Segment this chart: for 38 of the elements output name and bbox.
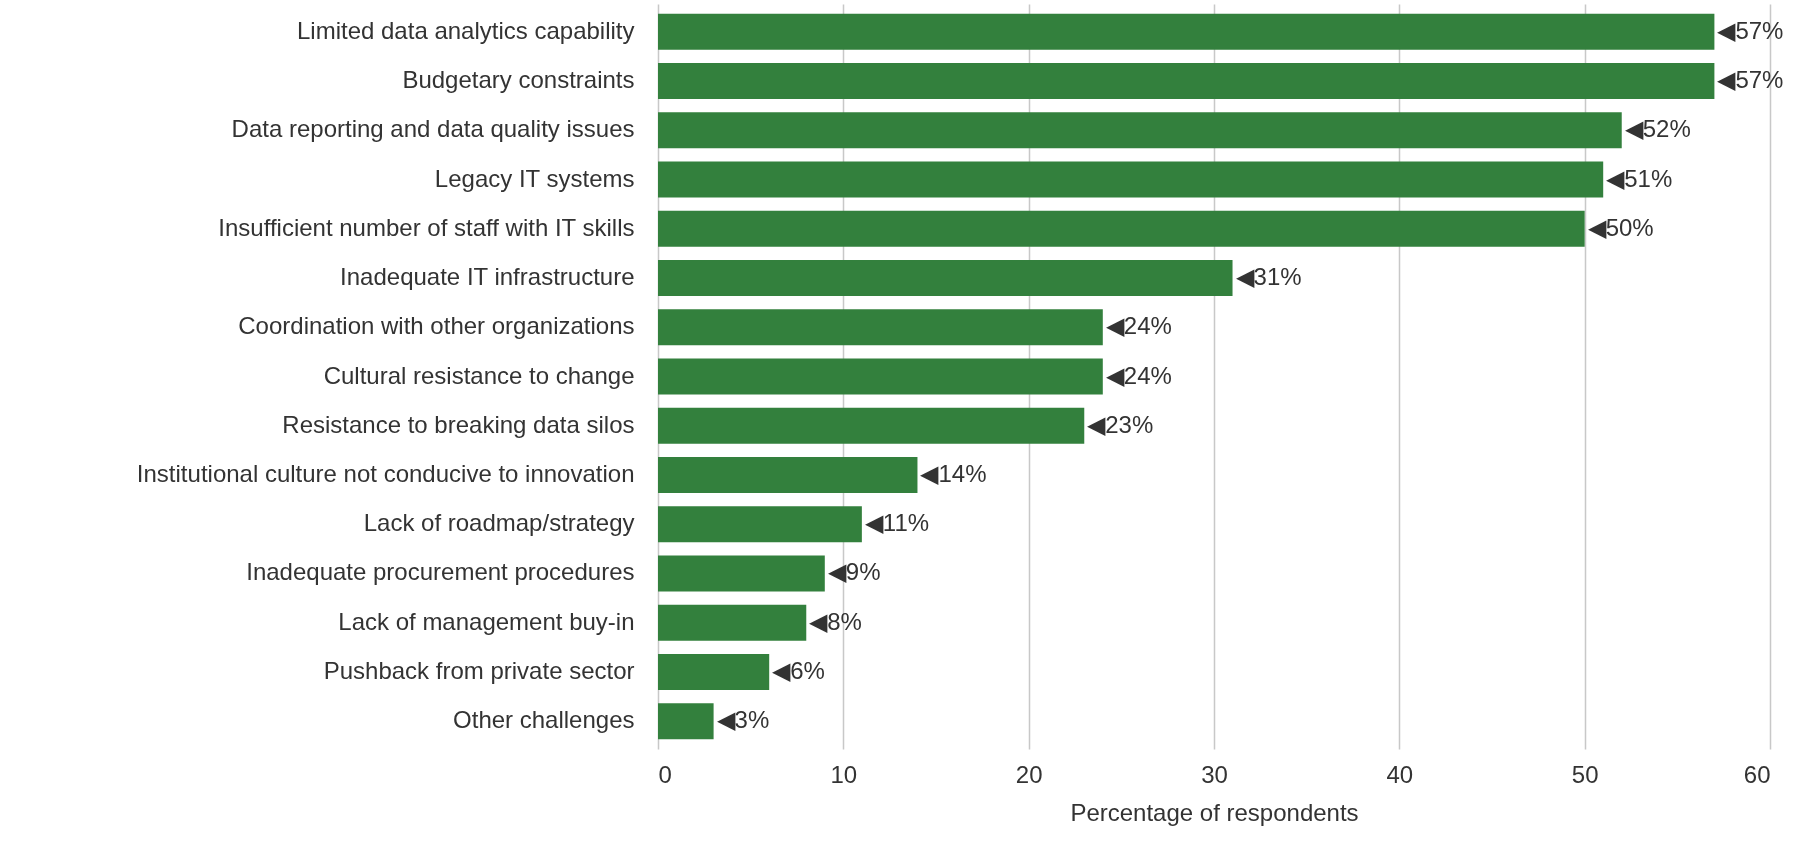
data-label: ◀6% [772, 656, 825, 684]
data-label: ◀14% [920, 459, 987, 487]
y-tick-label: Cultural resistance to change [323, 361, 635, 389]
x-tick-label: 10 [830, 760, 858, 788]
data-label: ◀24% [1105, 312, 1172, 340]
x-tick-label: 0 [658, 760, 672, 788]
x-tick-label: 30 [1201, 760, 1228, 788]
x-tick-label: 50 [1571, 760, 1599, 788]
data-label: ◀3% [716, 706, 770, 734]
y-tick-label: Inadequate IT infrastructure [340, 263, 635, 291]
y-tick-label: Legacy IT systems [434, 164, 635, 192]
x-tick-label: 60 [1743, 760, 1771, 788]
y-tick-label: Resistance to breaking data silos [282, 410, 635, 438]
y-tick-label: Insufficient number of staff with IT skills [218, 213, 635, 241]
y-tick-label: Coordination with other organizations [238, 312, 635, 340]
data-label: ◀57% [1717, 66, 1784, 94]
y-tick-label: Lack of management buy-in [338, 607, 635, 635]
data-label: ◀11% [864, 509, 930, 537]
data-label: ◀24% [1105, 361, 1172, 389]
data-label: ◀50% [1587, 213, 1654, 241]
data-label: ◀31% [1235, 263, 1302, 291]
data-label: ◀57% [1717, 16, 1784, 44]
data-label: ◀9% [827, 558, 881, 586]
x-axis-title: Percentage of respondents [1070, 798, 1359, 826]
y-tick-label: Pushback from private sector [323, 656, 635, 684]
y-tick-label: Other challenges [453, 706, 635, 734]
data-label: ◀23% [1087, 410, 1154, 438]
x-tick-label: 40 [1386, 760, 1414, 788]
y-tick-label: Lack of roadmap/strategy [363, 509, 635, 537]
x-tick-label: 20 [1015, 760, 1043, 788]
y-tick-label: Data reporting and data quality issues [231, 115, 635, 143]
data-label: ◀51% [1606, 164, 1673, 192]
y-tick-label: Institutional culture not conducive to innovation [136, 459, 635, 487]
y-tick-label: Budgetary constraints [402, 66, 635, 94]
data-label: ◀52% [1624, 115, 1691, 143]
y-tick-label: Limited data analytics capability [296, 16, 635, 44]
y-tick-label: Inadequate procurement procedures [246, 558, 635, 586]
data-label: ◀8% [809, 607, 862, 635]
